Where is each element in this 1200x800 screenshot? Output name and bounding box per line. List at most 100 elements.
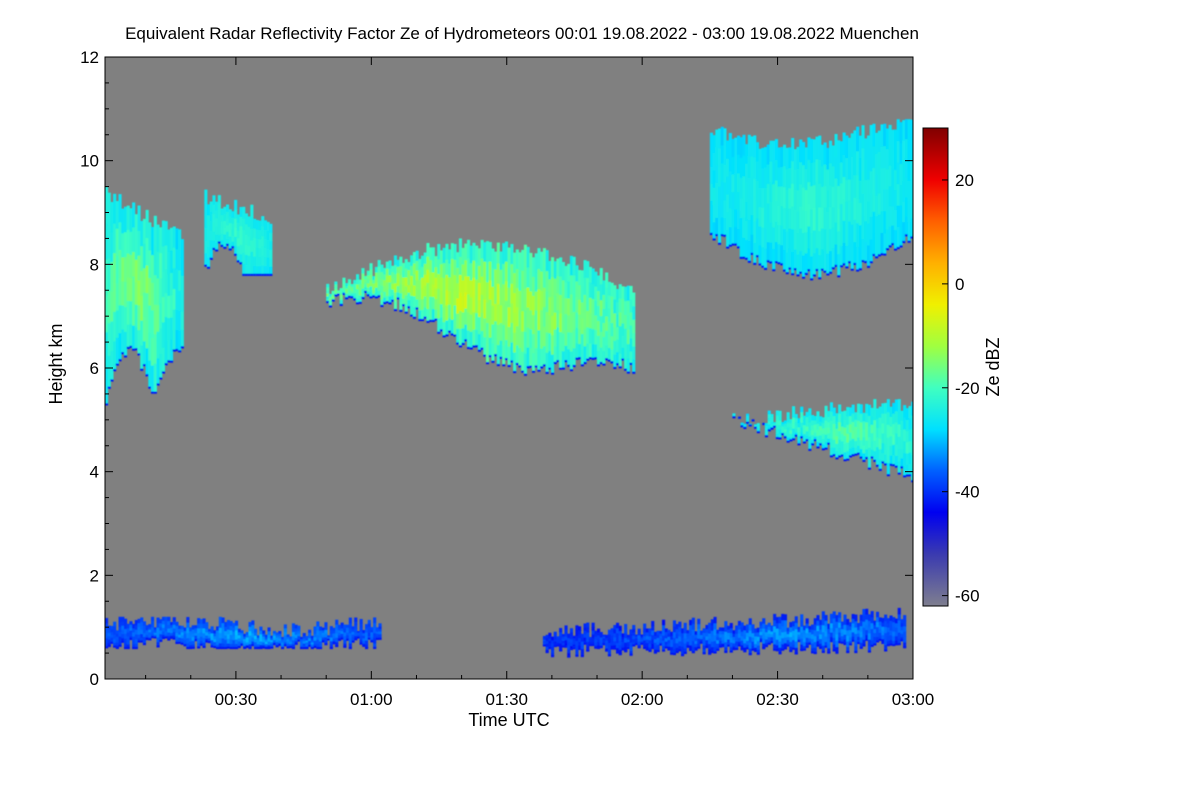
echo-cell [827,438,831,445]
echo-cell [839,141,844,163]
echo-cell [140,245,144,272]
echo-cell [643,635,647,641]
echo-cell [129,323,133,348]
echo-cell [448,317,452,333]
echo-cell [892,423,896,435]
echo-cell [358,291,362,296]
echo-cell [764,427,769,431]
echo-cell [294,627,298,632]
echo-edge [137,640,141,643]
echo-cell [326,289,330,294]
echo-cell [172,624,176,629]
echo-edge [875,256,879,259]
echo-cell [580,648,584,653]
echo-cell [835,615,839,622]
echo-cell [115,255,119,284]
echo-cell [816,435,820,442]
echo-cell [653,645,658,650]
echo-cell [507,326,511,347]
echo-cell [823,250,827,273]
echo-cell [865,614,869,620]
echo-edge [175,641,179,644]
echo-cell [812,162,816,186]
echo-cell [358,287,362,292]
echo-edge [132,646,136,650]
echo-cell [837,185,841,209]
echo-cell [262,636,266,640]
echo-cell [632,305,636,320]
echo-cell [894,209,898,231]
echo-cell [365,628,369,633]
echo-cell [786,630,790,635]
echo-cell [745,163,749,183]
echo-cell [153,304,157,335]
echo-edge [324,643,328,646]
echo-cell [548,637,552,642]
echo-cell [561,634,565,637]
echo-cell [764,624,769,629]
echo-cell [110,639,114,644]
echo-cell [672,620,677,627]
echo-cell [743,629,747,635]
echo-cell [356,288,360,295]
echo-cell [107,635,111,640]
echo-cell [800,626,804,633]
echo-cell [858,202,862,226]
echo-edge [876,640,880,643]
echo-edge [483,354,487,357]
echo-cell [726,193,730,213]
echo-cell [256,641,260,645]
echo-cell [873,419,877,431]
echo-cell [659,640,663,643]
echo-cell [526,327,530,348]
echo-cell [775,622,779,629]
echo-cell [232,622,236,628]
echo-cell [597,320,601,336]
echo-cell [437,303,441,319]
echo-cell [445,289,449,306]
echo-cell [235,629,239,635]
echo-cell [788,228,792,249]
echo-cell [572,256,576,276]
echo-cell [843,624,847,630]
echo-cell [281,638,285,642]
echo-cell [716,629,720,634]
echo-cell [348,637,352,644]
echo-cell [434,308,438,321]
echo-cell [375,629,379,632]
x-tick-label: 03:00 [892,690,935,709]
echo-cell [458,328,463,347]
echo-cell [754,636,758,641]
echo-cell [816,620,820,626]
echo-edge [848,643,853,646]
echo-cell [456,313,460,329]
echo-cell [832,611,836,619]
echo-cell [561,642,565,645]
echo-cell [773,422,777,424]
echo-cell [900,622,904,627]
echo-cell [867,223,871,246]
echo-cell [732,630,736,634]
echo-edge [504,358,509,361]
echo-edge [810,278,814,281]
echo-edge [244,273,249,276]
echo-cell [456,267,460,284]
colorbar-tick-label: -40 [955,483,980,502]
echo-cell [217,234,221,243]
echo-cell [340,630,344,634]
echo-cell [605,647,609,652]
echo-cell [897,620,901,627]
echo-cell [194,635,198,639]
echo-cell [734,155,738,174]
echo-cell [346,632,350,636]
echo-cell [372,286,376,291]
echo-cell [469,314,473,332]
echo-cell [675,633,679,639]
echo-edge [858,268,862,271]
echo-cell [207,236,211,248]
echo-edge [121,640,125,643]
echo-cell [755,237,760,257]
echo-cell [877,193,881,215]
echo-cell [365,632,369,637]
echo-cell [737,210,741,230]
